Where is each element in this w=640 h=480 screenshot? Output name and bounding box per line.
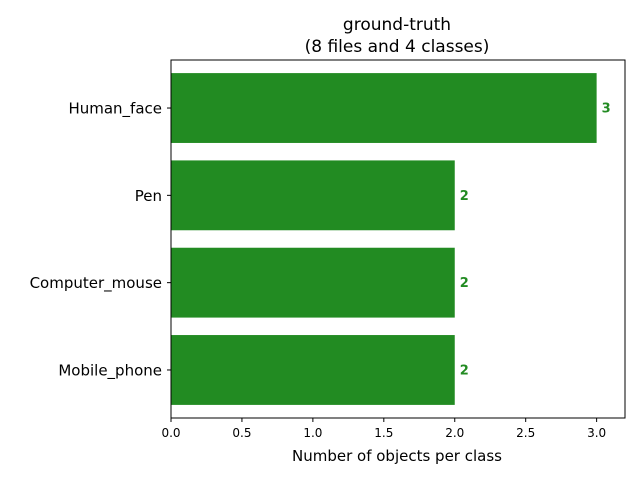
chart-title: ground-truth <box>343 15 451 35</box>
x-tick-label: 1.0 <box>303 426 322 440</box>
bar-pen <box>171 160 455 231</box>
x-tick-label: 2.0 <box>445 426 464 440</box>
x-tick-label: 3.0 <box>587 426 606 440</box>
value-label-human-face: 3 <box>602 102 611 117</box>
x-tick-label: 0.0 <box>161 426 180 440</box>
x-tick-label: 2.5 <box>516 426 535 440</box>
value-label-pen: 2 <box>460 189 469 204</box>
y-tick-labels: Human_face Pen Computer_mouse Mobile_phone <box>30 100 171 380</box>
axes-frame <box>170 59 626 419</box>
plot-frame <box>170 59 626 419</box>
category-label-computer-mouse: Computer_mouse <box>30 274 162 293</box>
x-axis-ticks: 0.0 0.5 1.0 1.5 2.0 2.5 3.0 <box>161 418 606 440</box>
value-label-mobile-phone: 2 <box>460 363 469 378</box>
bar-mobile-phone <box>171 335 455 405</box>
x-tick-label: 0.5 <box>232 426 251 440</box>
category-label-human-face: Human_face <box>68 100 162 119</box>
x-tick-label: 1.5 <box>374 426 393 440</box>
x-axis-label: Number of objects per class <box>292 447 502 465</box>
value-labels-layer: 3 2 2 2 <box>460 102 611 379</box>
bar-human-face <box>171 73 597 143</box>
category-label-mobile-phone: Mobile_phone <box>58 361 162 380</box>
bar-computer-mouse <box>171 247 455 318</box>
chart-subtitle: (8 files and 4 classes) <box>305 37 490 57</box>
value-label-computer-mouse: 2 <box>460 276 469 291</box>
category-label-pen: Pen <box>135 187 162 205</box>
bars-layer <box>171 73 597 405</box>
